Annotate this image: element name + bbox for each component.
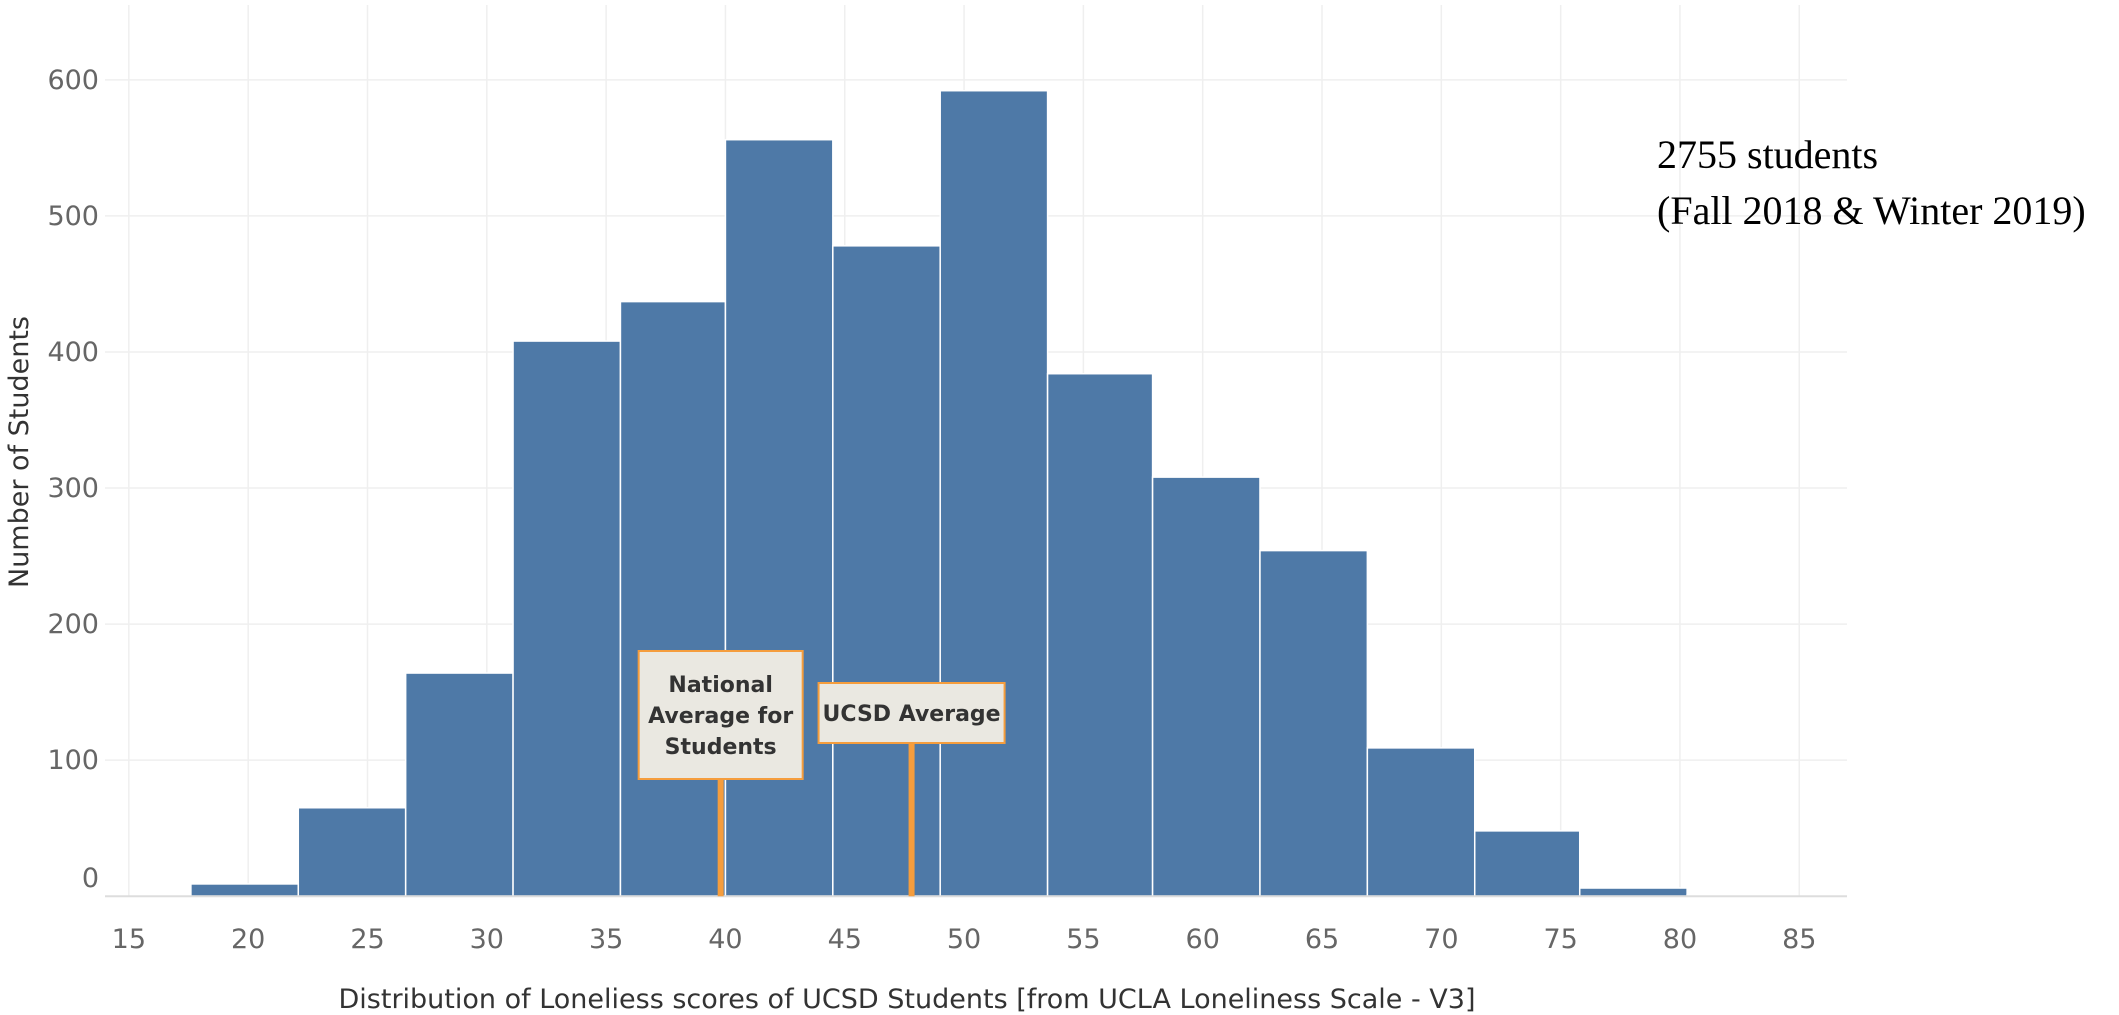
annotation-line: 2755 students xyxy=(1657,132,1878,177)
x-tick-label: 70 xyxy=(1424,924,1458,955)
reference-label-box xyxy=(817,682,1006,744)
x-axis-ticks: 15 20 25 30 35 40 45 50 55 60 65 70 75 80 85 xyxy=(112,924,1817,955)
histogram-bar xyxy=(939,89,1049,897)
histogram-bar xyxy=(1259,549,1369,897)
histogram-bars xyxy=(190,89,1796,897)
reference-label-text: Average for xyxy=(648,704,793,729)
y-tick-label: 100 xyxy=(47,745,99,776)
y-axis-title: Number of Students xyxy=(4,316,35,588)
histogram-bar xyxy=(190,883,300,897)
reference-label-text: Students xyxy=(665,735,777,760)
histogram-bar xyxy=(1046,372,1154,897)
y-tick-label: 300 xyxy=(47,473,99,504)
histogram-bar xyxy=(404,672,514,897)
histogram-bar xyxy=(297,807,407,897)
y-tick-label: 0 xyxy=(82,863,99,894)
annotation-line: (Fall 2018 & Winter 2019) xyxy=(1657,188,2086,233)
histogram-bar xyxy=(1473,830,1581,897)
histogram-bar xyxy=(1151,476,1261,897)
histogram-bar xyxy=(832,245,941,897)
x-axis-title: Distribution of Loneliess scores of UCSD… xyxy=(339,984,1476,1015)
y-tick-label: 600 xyxy=(47,65,99,96)
histogram-bar xyxy=(1366,747,1476,897)
histogram-bar xyxy=(724,138,834,897)
histogram-bar xyxy=(1578,887,1688,897)
x-tick-label: 20 xyxy=(231,924,265,955)
reference-line: National Average for Students xyxy=(637,650,804,897)
x-tick-label: 75 xyxy=(1543,924,1577,955)
histogram-bar xyxy=(512,340,622,897)
x-tick-label: 50 xyxy=(947,924,981,955)
reference-label-box xyxy=(637,650,804,780)
x-tick-label: 15 xyxy=(112,924,146,955)
x-tick-label: 45 xyxy=(828,924,862,955)
reference-label-text: UCSD Average xyxy=(823,702,1001,727)
x-tick-label: 35 xyxy=(589,924,623,955)
x-tick-label: 85 xyxy=(1782,924,1816,955)
reference-label-text: National xyxy=(668,673,772,698)
reference-lines: National Average for Students UCSD Average xyxy=(637,650,1006,897)
x-tick-label: 25 xyxy=(350,924,384,955)
x-tick-label: 40 xyxy=(708,924,742,955)
y-tick-label: 400 xyxy=(47,337,99,368)
histogram-bar xyxy=(619,300,727,897)
y-tick-label: 200 xyxy=(47,609,99,640)
sample-size-annotation: 2755 students (Fall 2018 & Winter 2019) xyxy=(1657,132,2086,233)
x-tick-label: 80 xyxy=(1663,924,1697,955)
x-tick-label: 55 xyxy=(1066,924,1100,955)
y-tick-label: 500 xyxy=(47,201,99,232)
x-tick-label: 60 xyxy=(1186,924,1220,955)
x-tick-label: 65 xyxy=(1305,924,1339,955)
reference-line: UCSD Average xyxy=(817,682,1006,897)
y-axis-ticks: 0 100 200 300 400 500 600 xyxy=(47,65,99,894)
x-tick-label: 30 xyxy=(470,924,504,955)
